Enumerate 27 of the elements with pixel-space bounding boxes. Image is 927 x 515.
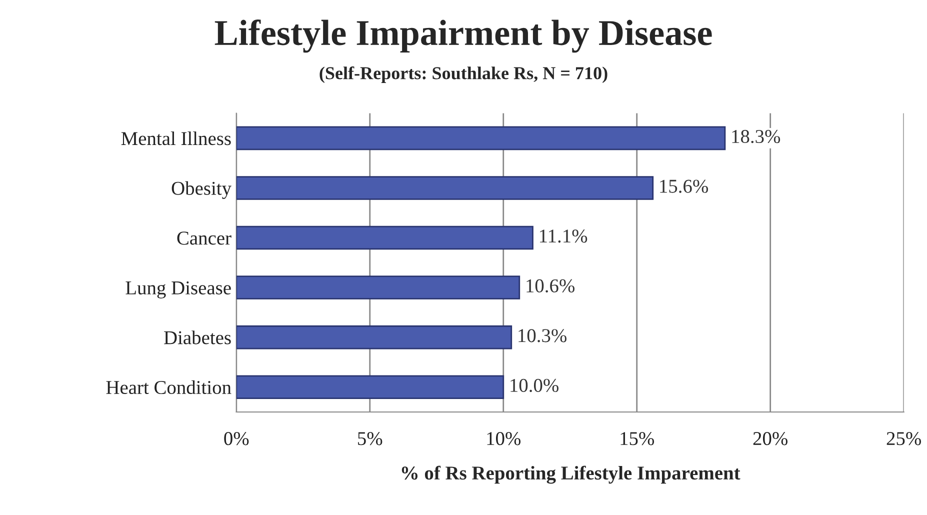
data-label: 18.3%	[732, 130, 780, 144]
y-tick-label: Heart Condition	[106, 380, 232, 394]
x-tick-label: 15%	[620, 432, 654, 446]
data-label: 10.0%	[510, 378, 558, 392]
bar	[236, 176, 654, 200]
data-label: 10.3%	[518, 329, 566, 342]
bar	[236, 226, 534, 250]
x-tick-label: 20%	[753, 432, 788, 446]
chart-title: Lifestyle Impairment by Disease	[214, 19, 712, 53]
y-tick-label: Obesity	[172, 181, 232, 199]
bar	[236, 325, 512, 350]
data-label: 11.1%	[540, 230, 588, 243]
y-tick-label: Lung Disease	[126, 281, 231, 298]
data-label: 15.6%	[660, 180, 708, 193]
y-tick-label: Diabetes	[164, 330, 231, 344]
x-tick-label: 0%	[224, 432, 249, 446]
bar	[236, 126, 726, 150]
x-tick-label: 5%	[358, 432, 382, 446]
x-tick-label: 25%	[886, 432, 921, 446]
x-axis-title: % of Rs Reporting Lifestyle Imparement	[402, 466, 740, 484]
x-tick-label: 10%	[487, 432, 521, 446]
bar	[236, 276, 520, 300]
chart-subtitle: (Self-Reports: Southlake Rs, N = 710)	[320, 66, 608, 83]
bar	[236, 375, 504, 400]
data-label: 10.6%	[526, 279, 574, 292]
y-tick-label: Mental Illness	[121, 131, 231, 146]
y-tick-label: Cancer	[177, 232, 232, 245]
